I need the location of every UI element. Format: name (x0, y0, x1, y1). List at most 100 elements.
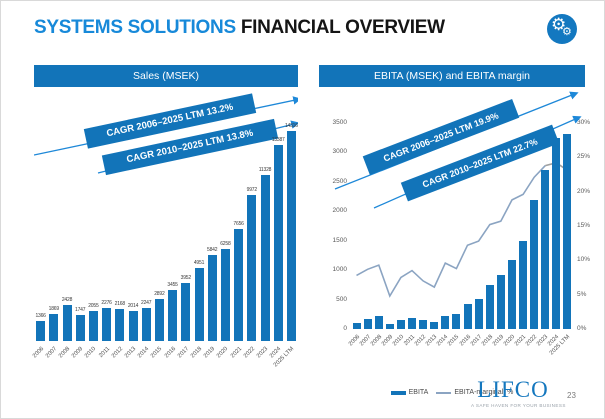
bar-value-label: 14316 (284, 123, 298, 129)
bar-value-label: 2014 (127, 303, 139, 310)
bar-2007 (49, 313, 59, 341)
gear-large-icon: ⚙ (551, 15, 567, 35)
legend-item-ebita: EBITA (390, 389, 429, 396)
bar-2011 (102, 307, 112, 341)
bar-2020 (507, 259, 516, 329)
bar-value-label: 1869 (48, 305, 60, 312)
bar-2015 (154, 298, 164, 341)
sales-plot-area: 1366 1869 2428 1747 2055 2276 2168 2014 2247 2892… (34, 121, 298, 341)
bar-2008 (62, 305, 72, 341)
bar-2020 (220, 249, 230, 341)
y-axis-tick: 1500 (332, 236, 347, 244)
sales-chart-title: Sales (MSEK) (34, 65, 298, 87)
bar-2022 (247, 194, 257, 341)
page-title-primary: SYSTEMS SOLUTIONS (34, 17, 236, 38)
y-axis-tick: 25% (577, 153, 591, 161)
bar-2009 (385, 324, 394, 329)
bar-2023 (260, 174, 270, 341)
margin-swatch-icon (436, 391, 452, 394)
bar-2021 (234, 228, 244, 341)
bar-value-label: 2055 (88, 302, 99, 309)
bar-value-label: 2892 (154, 290, 165, 297)
bar-value-label: 7656 (233, 220, 244, 227)
bar-2025 LTM (286, 131, 296, 341)
y-axis-tick: 3500 (332, 119, 347, 126)
bar-2017 (181, 283, 191, 341)
bar-2012 (419, 320, 428, 329)
legend-item-margin: EBITA-marginal, % (436, 389, 513, 396)
ebita-chart-panel: EBITA (MSEK) and EBITA margin 0 500 1000 15… (319, 65, 590, 410)
bar-2011 (408, 317, 417, 329)
ebita-right-axis: 0% 5% 10% 15% 20% 25% 30% (577, 119, 604, 332)
bar-value-label: 1747 (75, 307, 86, 314)
bar-2025 LTM (563, 134, 572, 329)
bar-2010 (396, 319, 405, 329)
y-axis-tick: 1000 (332, 266, 347, 274)
ebita-swatch-icon (390, 390, 406, 395)
bar-2024 (273, 144, 283, 341)
bar-2017 (474, 299, 483, 329)
bar-value-label: 9972 (246, 186, 258, 193)
page-title: SYSTEMS SOLUTIONS FINANCIAL OVERVIEW (34, 17, 445, 39)
margin-line-segment (356, 165, 546, 298)
ebita-legend: EBITA EBITA-marginal, % (319, 389, 585, 396)
y-axis-tick: 10% (577, 256, 591, 264)
bar-value-label: 2428 (61, 297, 73, 304)
y-axis-tick: 5% (577, 290, 587, 298)
y-axis-tick: 0% (577, 325, 587, 332)
gear-small-icon: ⚙ (562, 25, 572, 38)
bar-2007 (363, 319, 372, 329)
ebita-chart-title: EBITA (MSEK) and EBITA margin (319, 65, 585, 87)
bar-2013 (430, 321, 439, 329)
gears-icon: ⚙ ⚙ (547, 14, 577, 44)
legend-ebita-label: EBITA (408, 389, 429, 396)
bar-value-label: 3455 (167, 282, 178, 289)
lifco-logo-text: LIFCO (477, 377, 549, 402)
bar-2021 (519, 240, 528, 329)
bar-value-label: 2168 (114, 301, 126, 308)
bar-2023 (541, 170, 550, 329)
y-axis-tick: 15% (577, 222, 591, 229)
bar-2016 (463, 304, 472, 329)
bar-2006 (36, 320, 46, 341)
bar-2015 (452, 314, 461, 329)
bar-2012 (115, 309, 125, 341)
bar-value-label: 4951 (193, 260, 205, 267)
legend-margin-label: EBITA-marginal, % (454, 389, 514, 396)
ebita-left-axis: 0 500 1000 1500 2000 2500 3000 3500 (319, 119, 347, 332)
bar-2008 (374, 315, 383, 329)
bar-2018 (485, 284, 494, 329)
bar-value-label: 13387 (271, 136, 285, 143)
y-axis-tick: 500 (336, 295, 347, 303)
bar-2019 (207, 255, 217, 341)
bar-2018 (194, 268, 204, 341)
lifco-tagline: A SAFE HAVEN FOR YOUR BUSINESS (471, 403, 566, 408)
y-axis-tick: 30% (577, 119, 591, 126)
bar-value-label: 2276 (101, 299, 112, 306)
sales-chart-panel: Sales (MSEK) CAGR 2006–2025 LTM 13.2% CA… (31, 65, 298, 410)
y-axis-tick: 2000 (332, 207, 347, 215)
page-number: 23 (567, 391, 576, 400)
y-axis-tick: 0 (343, 325, 347, 332)
y-axis-tick: 20% (577, 187, 591, 195)
bar-value-label: 6258 (220, 241, 231, 248)
bar-value-label: 3952 (180, 275, 192, 282)
bar-2016 (168, 290, 178, 341)
bar-2006 (352, 322, 361, 329)
bar-2009 (75, 315, 85, 341)
bar-value-label: 1366 (35, 312, 46, 319)
bar-2022 (530, 199, 539, 329)
ebita-x-axis: 2006 2007 2008 2009 2010 2011 2012 2013 2014 2015… (319, 331, 585, 371)
bar-2024 (552, 138, 561, 329)
bar-2014 (141, 308, 151, 341)
bar-2013 (128, 311, 138, 341)
bar-2019 (496, 275, 505, 329)
bar-2010 (88, 310, 98, 341)
bar-2014 (441, 316, 450, 329)
y-axis-tick: 2500 (332, 177, 347, 185)
lifco-logo: LIFCO A SAFE HAVEN FOR YOUR BUSINESS (471, 377, 566, 409)
y-axis-tick: 3000 (332, 148, 347, 156)
bar-value-label: 11328 (258, 166, 272, 173)
bar-value-label: 2247 (141, 300, 152, 307)
